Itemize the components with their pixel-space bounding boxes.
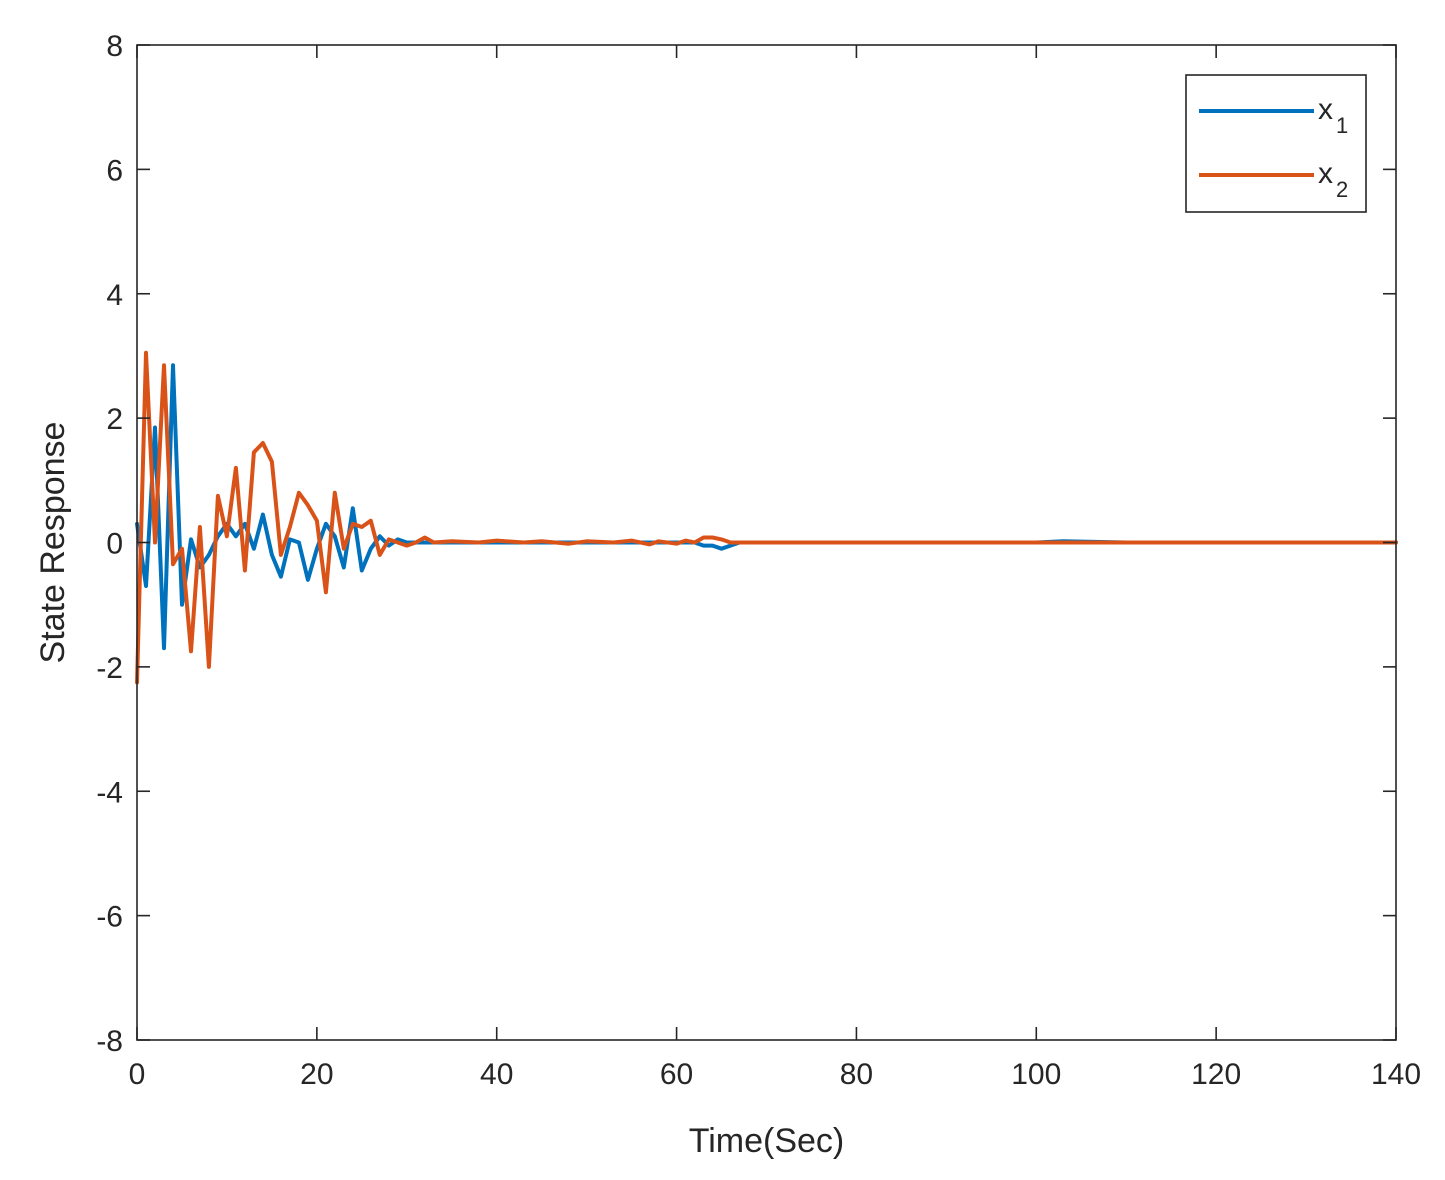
legend-label-x1: x [1318,93,1333,126]
y-tick-label: 2 [106,403,123,436]
x-axis-label: Time(Sec) [689,1122,845,1160]
x-tick-label: 0 [129,1058,146,1091]
y-tick-label: 8 [106,30,123,63]
legend: x 1x 2 [1185,74,1367,213]
y-tick-label: 0 [106,528,123,561]
legend-label-x2: x [1318,157,1333,190]
y-tick-label: -8 [96,1025,123,1058]
x-tick-label: 60 [660,1058,693,1091]
legend-subscript-x2: 2 [1336,177,1348,202]
y-tick-label: -6 [96,901,123,934]
x-tick-label: 40 [480,1058,513,1091]
x-tick-label: 80 [840,1058,873,1091]
y-axis-label: State Response [34,422,72,664]
y-tick-label: -4 [96,776,123,809]
series-line-x2 [135,350,1398,685]
y-tick-label: 6 [106,154,123,187]
x-tick-label: 140 [1371,1058,1421,1091]
legend-subscript-x1: 1 [1336,113,1348,138]
x-tick-label: 100 [1011,1058,1061,1091]
series-layer [135,350,1398,685]
tick-layer: 0 20 40 60 80 100 120 140 -8 -6 -4 -2 0 2 4 6 8 [96,30,1421,1091]
legend-box [1185,74,1367,213]
y-tick-label: 4 [106,279,123,312]
x-tick-label: 120 [1191,1058,1241,1091]
y-tick-label: -2 [96,652,123,685]
x-tick-label: 20 [300,1058,333,1091]
